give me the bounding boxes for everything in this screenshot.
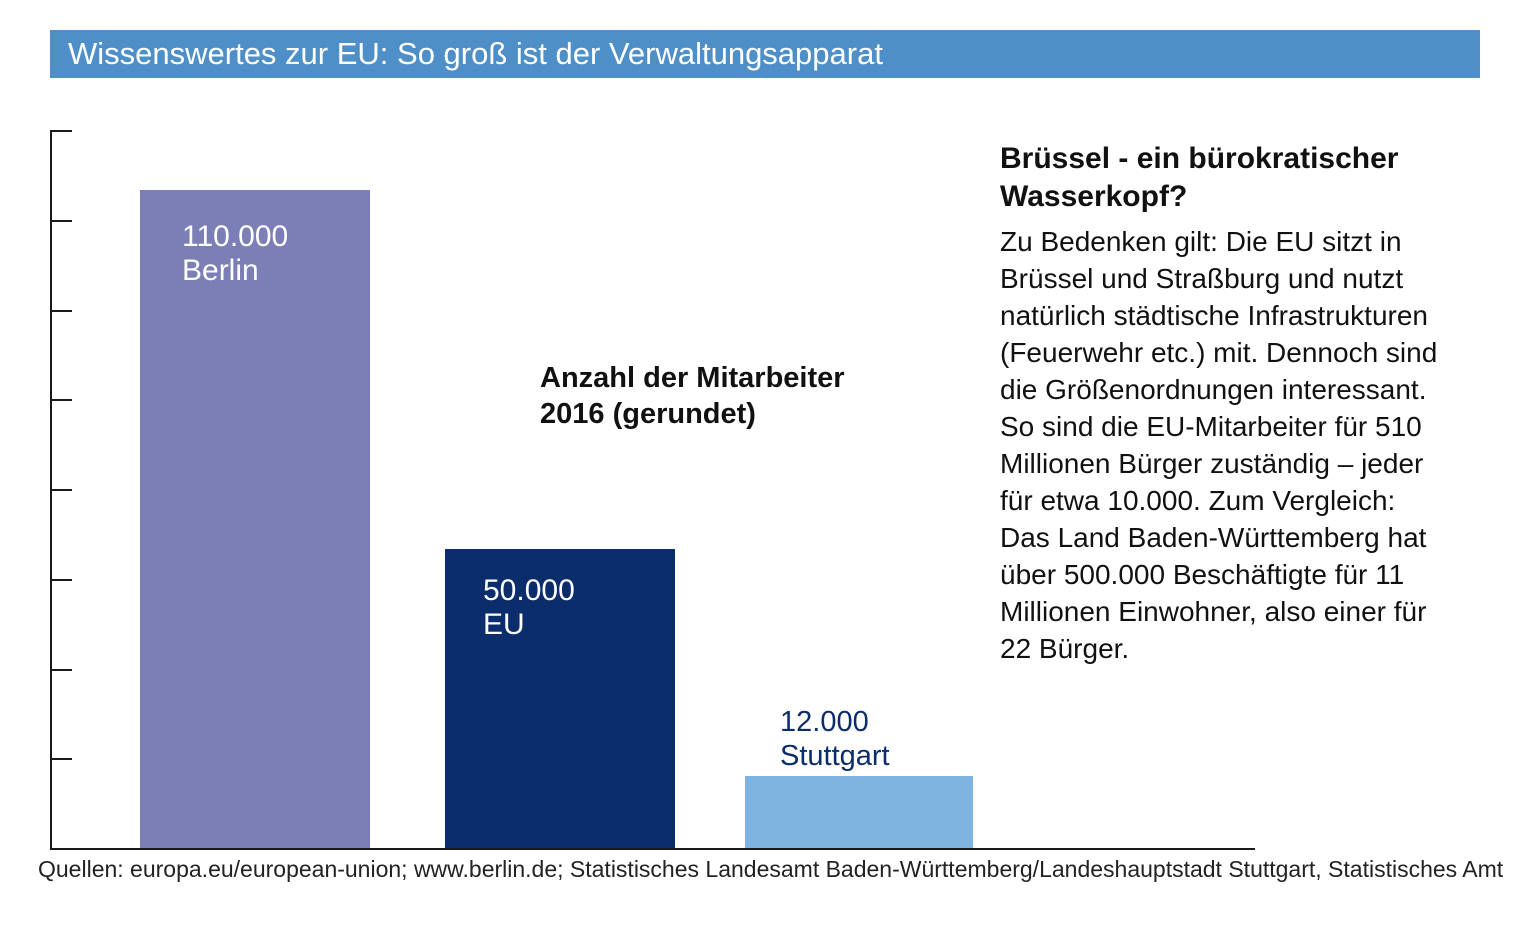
sources-line: Quellen: europa.eu/european-union; www.b…: [38, 856, 1503, 883]
explanation-heading: Brüssel - ein bürokratischer Wasserkopf?: [1000, 140, 1452, 215]
y-tick: [50, 489, 72, 491]
x-axis: [50, 848, 1255, 850]
bar-stuttgart: 12.000 Stuttgart: [745, 776, 973, 848]
y-tick: [50, 669, 72, 671]
explanation-text-block: Brüssel - ein bürokratischer Wasserkopf?…: [1000, 140, 1452, 667]
y-tick: [50, 758, 72, 760]
y-tick: [50, 220, 72, 222]
bar-label-berlin: 110.000 Berlin: [182, 220, 288, 289]
title-bar: Wissenswertes zur EU: So groß ist der Ve…: [50, 30, 1480, 78]
bar-berlin: 110.000 Berlin: [140, 190, 370, 848]
chart-subtitle: Anzahl der Mitarbeiter 2016 (gerundet): [540, 360, 845, 433]
y-tick: [50, 399, 72, 401]
bar-eu: 50.000 EU: [445, 549, 675, 848]
explanation-body: Zu Bedenken gilt: Die EU sitzt in Brüsse…: [1000, 223, 1452, 667]
y-tick: [50, 310, 72, 312]
y-tick: [50, 130, 72, 132]
bar-label-stuttgart: 12.000 Stuttgart: [780, 706, 890, 773]
bar-label-eu: 50.000 EU: [483, 574, 575, 643]
y-tick: [50, 579, 72, 581]
title-bar-text: Wissenswertes zur EU: So groß ist der Ve…: [68, 36, 883, 72]
